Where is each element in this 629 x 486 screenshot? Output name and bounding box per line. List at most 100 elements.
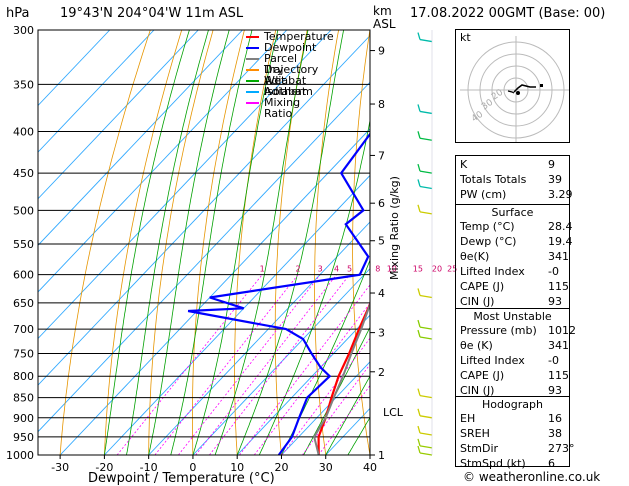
height-tick-label: 9 xyxy=(378,45,385,58)
legend-swatch xyxy=(246,80,259,82)
mixing-ratio-label: 20 xyxy=(432,265,442,274)
wind-barb-flag xyxy=(417,288,421,296)
wind-barb xyxy=(419,336,433,340)
index-row: EH 16 xyxy=(460,412,565,427)
dry-adiabat-line xyxy=(104,30,183,455)
hodograph-panel: kt 20 30 40 xyxy=(455,29,570,143)
wind-barb xyxy=(419,432,433,436)
x-tick-label: -10 xyxy=(140,461,158,474)
pressure-tick-label: 500 xyxy=(13,204,34,217)
lcl-label: LCL xyxy=(383,406,403,419)
series-parcel-trajectory xyxy=(313,301,370,455)
legend: Temperature Dewpoint Parcel Trajectory Dry … xyxy=(246,30,366,119)
mixing-ratio-label: 15 xyxy=(413,265,423,274)
pressure-tick-label: 650 xyxy=(13,297,34,310)
height-tick-label: 2 xyxy=(378,366,385,379)
pressure-tick-label: 350 xyxy=(13,78,34,91)
index-value: 9 xyxy=(548,158,555,171)
wind-barb xyxy=(419,185,433,190)
series-dewpoint xyxy=(187,132,370,455)
location-title: 19°43'N 204°04'W 11m ASL xyxy=(60,6,244,21)
wind-barb xyxy=(419,326,433,330)
wind-barb-flag xyxy=(417,204,421,213)
pressure-tick-label: 700 xyxy=(13,323,34,336)
x-tick-label: 30 xyxy=(319,461,333,474)
pressure-tick-label: 600 xyxy=(13,269,34,282)
isotherm-line xyxy=(38,30,243,246)
x-tick-label: 20 xyxy=(274,461,288,474)
mixing-ratio-line xyxy=(281,337,370,455)
height-ref-label: ASL xyxy=(373,17,396,31)
wind-barb-flag xyxy=(417,32,421,40)
wind-barb-flag xyxy=(417,408,421,416)
height-tick-label: 6 xyxy=(378,197,385,210)
mixing-ratio-label: 8 xyxy=(375,265,380,274)
index-label: Dewp (°C) xyxy=(460,235,517,248)
legend-swatch xyxy=(246,47,259,49)
index-value: 341 xyxy=(548,339,569,352)
wind-barb xyxy=(419,38,433,43)
index-value: 3.29 xyxy=(548,188,573,201)
dry-adiabat-line xyxy=(621,30,629,455)
index-row: Temp (°C) 28.4 xyxy=(460,220,573,235)
index-label: Lifted Index xyxy=(460,354,525,367)
plot-frame xyxy=(37,29,371,456)
wind-barb-flag xyxy=(417,329,421,338)
index-label: Lifted Index xyxy=(460,265,525,278)
index-row: StmDir 273° xyxy=(460,442,575,457)
index-row: Pressure (mb) 1012 xyxy=(460,324,576,339)
index-row: SREH 38 xyxy=(460,427,565,442)
wet-adiabat-line xyxy=(325,375,370,455)
index-label: SREH xyxy=(460,427,490,440)
isotherm-line xyxy=(38,30,155,153)
dry-adiabat-line xyxy=(425,30,458,455)
mixing-ratio-label: 5 xyxy=(347,265,352,274)
wind-barb-flag xyxy=(417,438,421,447)
index-row: CAPE (J) 115 xyxy=(460,280,569,295)
height-unit-label: km xyxy=(373,4,392,18)
pressure-tick-label: 900 xyxy=(13,412,34,425)
index-label: PW (cm) xyxy=(460,188,507,201)
index-value: 1012 xyxy=(548,324,576,337)
index-label: θe (K) xyxy=(460,339,493,352)
wind-barb xyxy=(419,211,433,215)
pressure-tick-label: 550 xyxy=(13,238,34,251)
index-row: CAPE (J) 115 xyxy=(460,369,569,384)
index-value: 16 xyxy=(548,412,562,425)
index-row: PW (cm) 3.29 xyxy=(460,188,573,203)
index-row: Dewp (°C) 19.4 xyxy=(460,235,573,250)
isotherm-line xyxy=(38,30,111,107)
height-tick-label: 8 xyxy=(378,98,385,111)
index-label: Pressure (mb) xyxy=(460,324,537,337)
index-label: StmSpd (kt) xyxy=(460,457,526,470)
index-value: -0 xyxy=(548,265,559,278)
legend-swatch xyxy=(246,102,259,104)
isotherm-line xyxy=(148,221,370,455)
height-tick-label: 5 xyxy=(378,235,385,248)
mixing-ratio-label: 1 xyxy=(260,265,265,274)
index-value: 341 xyxy=(548,250,569,263)
isotherm-line xyxy=(192,267,370,455)
pressure-tick-label: 750 xyxy=(13,347,34,360)
index-value: 273° xyxy=(548,442,575,455)
isotherm-line xyxy=(281,361,370,455)
mixing-ratio-label: 3 xyxy=(318,265,323,274)
height-tick-label: 4 xyxy=(378,287,385,300)
isotherm-line xyxy=(104,174,370,455)
wind-barb xyxy=(419,137,433,141)
legend-label: Isotherm xyxy=(264,85,313,98)
index-value: 39 xyxy=(548,173,562,186)
index-value: 19.4 xyxy=(548,235,573,248)
legend-label: Temperature xyxy=(264,30,334,43)
credit-text: © weatheronline.co.uk xyxy=(463,470,601,484)
height-tick-label: 1 xyxy=(378,449,385,462)
index-value: 38 xyxy=(548,427,562,440)
mixing-ratio-axis-label: Mixing Ratio (g/kg) xyxy=(388,176,401,280)
x-axis-label: Dewpoint / Temperature (°C) xyxy=(88,471,275,486)
index-row: StmSpd (kt) 6 xyxy=(460,457,565,472)
index-value: 93 xyxy=(548,384,562,397)
index-row: θe (K) 341 xyxy=(460,339,569,354)
index-label: CAPE (J) xyxy=(460,369,505,382)
wind-barb-flag xyxy=(417,425,421,434)
